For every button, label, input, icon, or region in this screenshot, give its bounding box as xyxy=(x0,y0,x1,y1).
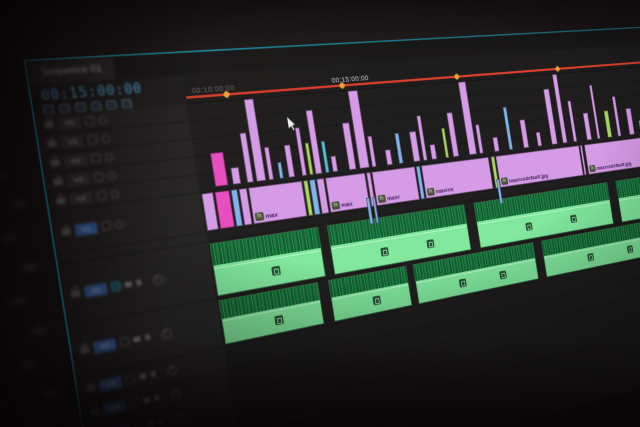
fx-badge: fx xyxy=(254,211,265,222)
pan-knob[interactable] xyxy=(166,364,178,376)
blurred-list-item xyxy=(12,201,27,208)
sync-lock-toggle[interactable] xyxy=(110,281,122,292)
blurred-list-item xyxy=(22,263,37,271)
clip-name-label: max xyxy=(340,200,354,209)
blurred-list-item xyxy=(32,326,47,334)
track-target-button[interactable]: V4 xyxy=(63,153,88,168)
sync-lock-toggle[interactable] xyxy=(96,190,107,201)
blurred-list-item xyxy=(11,297,26,305)
track-output-eye-icon[interactable] xyxy=(101,133,111,143)
track-target-button[interactable]: V2 xyxy=(69,190,94,206)
fx-badge: fx xyxy=(500,177,509,186)
clip-keyframe-badge[interactable] xyxy=(426,239,435,249)
clip-keyframe-badge[interactable] xyxy=(274,314,285,326)
lock-icon[interactable] xyxy=(85,383,96,392)
mute-button[interactable]: M xyxy=(138,371,147,382)
lock-icon[interactable] xyxy=(50,158,60,167)
sync-lock-toggle[interactable] xyxy=(90,153,101,164)
clip-name-label: max xyxy=(264,210,279,220)
track-target-button[interactable]: V6 xyxy=(57,115,82,130)
blurred-list-item xyxy=(0,171,6,178)
lock-icon[interactable] xyxy=(89,408,100,417)
clip-keyframe-badge[interactable] xyxy=(458,278,467,288)
sync-lock-toggle[interactable] xyxy=(119,336,130,348)
mute-button[interactable]: M xyxy=(142,395,151,406)
lock-icon[interactable] xyxy=(61,227,71,236)
clip-keyframe-badge[interactable] xyxy=(372,295,382,306)
pan-knob[interactable] xyxy=(152,273,164,286)
fx-badge: fx xyxy=(377,194,387,204)
solo-button[interactable]: S xyxy=(153,392,161,403)
clip-keyframe-badge[interactable] xyxy=(570,214,578,224)
timeline-clip[interactable]: fx max xyxy=(325,172,371,213)
track-output-eye-icon[interactable] xyxy=(114,219,125,229)
fx-badge: fx xyxy=(588,164,596,173)
track-target-button[interactable]: A5 xyxy=(106,423,131,427)
lock-icon[interactable] xyxy=(47,139,57,147)
clip-name-label: maxres xyxy=(435,185,454,195)
lock-icon[interactable] xyxy=(70,289,81,298)
pan-knob[interactable] xyxy=(160,327,172,340)
track-output-eye-icon[interactable] xyxy=(104,152,114,162)
sync-lock-toggle[interactable] xyxy=(93,171,104,182)
track-target-button[interactable]: A4 xyxy=(102,399,127,417)
track-target-button[interactable]: V1 xyxy=(73,221,99,237)
track-target-button[interactable]: V3 xyxy=(66,172,91,187)
lock-icon[interactable] xyxy=(79,345,90,354)
solo-button[interactable]: S xyxy=(157,416,165,427)
mute-button[interactable]: M xyxy=(146,419,155,427)
timeline-body: 00:15:00:00 00:10:00:00 00:15:00:00 xyxy=(30,38,640,427)
sync-lock-toggle[interactable] xyxy=(125,373,136,385)
track-target-button[interactable]: A2 xyxy=(92,337,117,354)
blurred-list-item xyxy=(42,389,57,398)
track-target-button[interactable]: A3 xyxy=(98,375,123,392)
sequence-marker[interactable] xyxy=(554,65,561,73)
clip-keyframe-badge[interactable] xyxy=(380,247,390,257)
track-output-eye-icon[interactable] xyxy=(107,171,117,180)
clip-keyframe-badge[interactable] xyxy=(587,252,595,262)
sync-lock-toggle[interactable] xyxy=(101,220,112,232)
track-output-eye-icon[interactable] xyxy=(110,189,120,199)
timeline-panel: Sequence 01 00:15:00:00 xyxy=(23,21,640,427)
pan-knob[interactable] xyxy=(174,411,186,424)
fx-badge: fx xyxy=(331,201,341,211)
sequence-tab-label: Sequence 01 xyxy=(40,63,103,78)
sync-lock-toggle[interactable] xyxy=(133,421,144,427)
track-output-eye-icon[interactable] xyxy=(98,115,108,125)
mute-button[interactable]: M xyxy=(124,279,133,290)
fx-badge: fx xyxy=(426,187,435,197)
sync-lock-toggle[interactable] xyxy=(129,397,140,409)
timeline-clip[interactable]: fx max xyxy=(248,180,308,225)
blurred-list-item xyxy=(21,361,36,369)
blurred-list-item xyxy=(1,234,16,242)
lock-icon[interactable] xyxy=(53,177,63,186)
track-target-button[interactable]: V5 xyxy=(60,134,85,149)
clip-name-label: maxr xyxy=(386,193,401,203)
timeline-clip[interactable]: fx maxr xyxy=(371,166,420,206)
sync-lock-toggle[interactable] xyxy=(84,115,95,126)
clip-keyframe-badge[interactable] xyxy=(525,222,533,232)
sync-lock-toggle[interactable] xyxy=(87,134,98,145)
lock-icon[interactable] xyxy=(56,196,66,205)
pan-knob[interactable] xyxy=(170,387,182,400)
clip-keyframe-badge[interactable] xyxy=(626,245,634,254)
monitor-screen: Sequence 01 00:15:00:00 xyxy=(0,21,640,427)
solo-button[interactable]: S xyxy=(135,277,143,288)
lock-icon[interactable] xyxy=(44,120,54,128)
clip-keyframe-badge[interactable] xyxy=(271,265,282,277)
track-list: V6 V5 V4 V3 V2 V1 fx max fx max fx maxr fx maxres fx ma… xyxy=(34,59,640,427)
track-target-button[interactable]: A1 xyxy=(83,282,108,298)
clip-keyframe-badge[interactable] xyxy=(499,270,507,280)
sequence-marker[interactable] xyxy=(453,73,460,81)
mute-button[interactable]: M xyxy=(132,334,142,345)
solo-button[interactable]: S xyxy=(149,369,157,380)
solo-button[interactable]: S xyxy=(144,332,151,343)
